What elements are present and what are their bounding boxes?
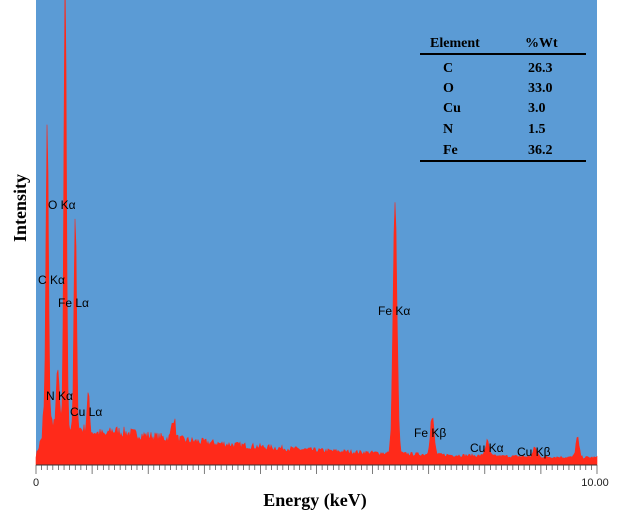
table-cell-element-o: O: [443, 81, 454, 96]
table-cell-wt-o: 33.0: [528, 81, 553, 96]
plot-area: [36, 0, 597, 465]
composition-table: Element %Wt C 26.3 O 33.0 Cu 3.0 N 1.5 F…: [420, 36, 586, 162]
peak-label-fe-kα: Fe Kα: [378, 304, 410, 318]
spectrum-area: [35, 0, 598, 466]
x-tick-label: 0: [33, 477, 39, 489]
peak-label-cu-kα: Cu Kα: [470, 441, 504, 455]
table-cell-element-n: N: [443, 122, 453, 137]
peak-label-c-kα: C Kα: [38, 273, 65, 287]
table-cell-wt-cu: 3.0: [528, 101, 546, 116]
table-cell-element-cu: Cu: [443, 101, 461, 116]
table-cell-wt-c: 26.3: [528, 61, 553, 76]
peak-label-fe-kβ: Fe Kβ: [414, 426, 446, 440]
y-axis-title: Intensity: [10, 174, 30, 242]
peak-label-cu-lα: Cu Lα: [70, 405, 102, 419]
table-header-wt: %Wt: [525, 36, 558, 51]
table-cell-wt-fe: 36.2: [528, 143, 553, 158]
table-cell-element-fe: Fe: [443, 143, 458, 158]
x-axis: 0 10.00: [33, 464, 609, 489]
peak-label-cu-kβ: Cu Kβ: [517, 445, 551, 459]
table-header-element: Element: [430, 36, 480, 51]
peak-label-fe-lα: Fe Lα: [58, 296, 89, 310]
peak-label-o-kα: O Kα: [48, 198, 76, 212]
table-cell-wt-n: 1.5: [528, 122, 546, 137]
x-axis-title: Energy (keV): [263, 490, 366, 511]
peak-label-n-kα: N Kα: [46, 389, 73, 403]
x-tick-label: 10.00: [581, 477, 609, 489]
spectrum-layer: [35, 0, 598, 466]
table-cell-element-c: C: [443, 61, 453, 76]
peak-labels: C Kα N Kα O Kα Fe Lα Cu Lα Fe Kα Fe Kβ Cu Kα Cu …: [38, 198, 551, 459]
